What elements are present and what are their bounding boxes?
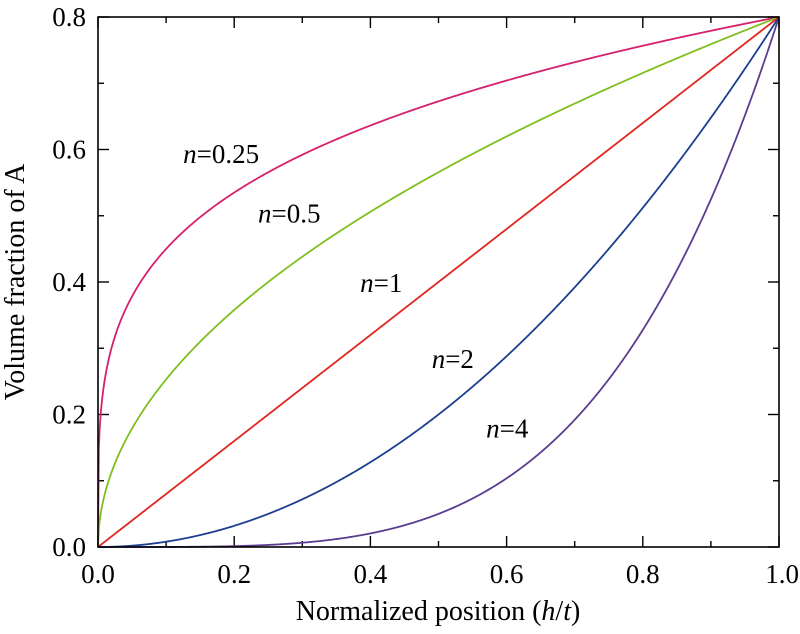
y-tick-label: 0.0 [52, 532, 86, 562]
curve-n-2 [98, 16, 780, 548]
curve-n-1 [97, 16, 780, 548]
x-tick-label: 0.4 [354, 559, 388, 589]
x-tick-label: 0.2 [217, 559, 251, 589]
x-tick-label: 0.6 [490, 559, 524, 589]
curve-label: n=0.25 [183, 139, 259, 169]
curves [97, 16, 780, 548]
y-tick-label: 0.2 [52, 400, 86, 430]
curve-n-0_5 [97, 16, 780, 548]
plot-frame [97, 16, 780, 548]
tick-labels: 0.0 0.2 0.4 0.6 0.8 1.0 0.0 0.2 0.4 0.6 0.8 [52, 2, 799, 589]
curve-label: n=0.5 [258, 198, 320, 228]
y-tick-label: 0.8 [52, 2, 86, 32]
y-axis-title: Volume fraction of A [0, 163, 31, 400]
curve-labels: n=0.25 n=0.5 n=1 n=2 n=4 [183, 139, 529, 444]
x-tick-label: 0.8 [626, 559, 660, 589]
curve-label: n=4 [486, 414, 529, 444]
curve-label: n=2 [432, 344, 474, 374]
x-tick-label: 0.0 [81, 559, 115, 589]
x-tick-label: 1.0 [765, 559, 799, 589]
curve-n-0_25 [97, 16, 780, 548]
y-tick-label: 0.6 [52, 135, 86, 165]
y-tick-label: 0.4 [52, 267, 86, 297]
curve-label: n=1 [360, 268, 402, 298]
x-axis-title: Normalized position (h/t) [296, 596, 581, 627]
